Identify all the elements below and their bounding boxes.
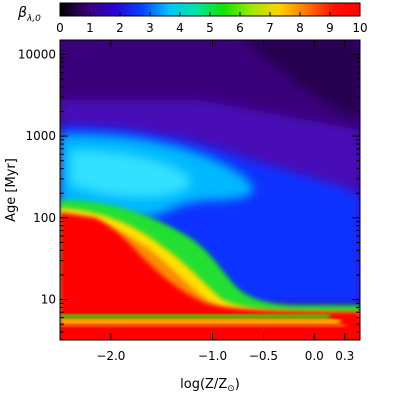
colorbar-label: βλ,0 bbox=[17, 5, 41, 24]
y-axis-label: Age [Myr] bbox=[4, 158, 19, 222]
y-axis-ticks: 10 100 1000 10000 bbox=[18, 47, 360, 333]
stripe-red-bottom bbox=[60, 326, 360, 340]
x-axis-label: log(Z/Z⊙) bbox=[180, 377, 240, 394]
x-tick-label: −0.5 bbox=[249, 349, 278, 363]
x-axis-label-close: ) bbox=[235, 377, 240, 392]
colorbar-tick-label: 0 bbox=[56, 21, 64, 35]
y-tick-label: 10000 bbox=[18, 47, 56, 61]
stripe-green bbox=[60, 314, 330, 319]
colorbar-label-subscript: λ,0 bbox=[26, 14, 41, 24]
x-tick-label: 0.0 bbox=[305, 349, 324, 363]
stripe-yellow bbox=[60, 319, 340, 324]
colorbar-tick-label: 10 bbox=[352, 21, 367, 35]
field-dark-upper bbox=[240, 40, 360, 120]
colorbar-tick-label: 3 bbox=[146, 21, 154, 35]
x-axis-ticks: −2.0 −1.0 −0.5 0.0 0.3 bbox=[96, 40, 354, 363]
y-tick-label: 100 bbox=[33, 211, 56, 225]
colorbar-tick-label: 1 bbox=[86, 21, 94, 35]
colorbar-tick-label: 7 bbox=[266, 21, 274, 35]
plot-area bbox=[60, 40, 360, 340]
x-tick-label: −2.0 bbox=[96, 349, 125, 363]
colorbar-tick-label: 9 bbox=[326, 21, 334, 35]
colorbar-tick-label: 6 bbox=[236, 21, 244, 35]
x-axis-label-subscript: ⊙ bbox=[227, 384, 235, 394]
colorbar-ticks: 0 1 2 3 4 5 6 7 8 9 10 bbox=[56, 12, 368, 35]
stripe-orange bbox=[60, 324, 345, 327]
field-cyan-light bbox=[70, 150, 191, 198]
colorbar: βλ,0 0 1 2 3 4 5 6 7 8 9 10 bbox=[17, 2, 368, 35]
colorbar-tick-label: 2 bbox=[116, 21, 124, 35]
x-tick-label: 0.3 bbox=[335, 349, 354, 363]
field-red bbox=[60, 213, 360, 340]
y-tick-label: 1000 bbox=[25, 129, 56, 143]
y-axis-unit: [Myr] bbox=[4, 158, 19, 192]
colorbar-tick-label: 5 bbox=[206, 21, 214, 35]
x-tick-label: −1.0 bbox=[198, 349, 227, 363]
plot-frame bbox=[59, 39, 361, 341]
colorbar-tick-label: 4 bbox=[176, 21, 184, 35]
y-tick-label: 10 bbox=[41, 293, 56, 307]
colorbar-tick-label: 8 bbox=[296, 21, 304, 35]
